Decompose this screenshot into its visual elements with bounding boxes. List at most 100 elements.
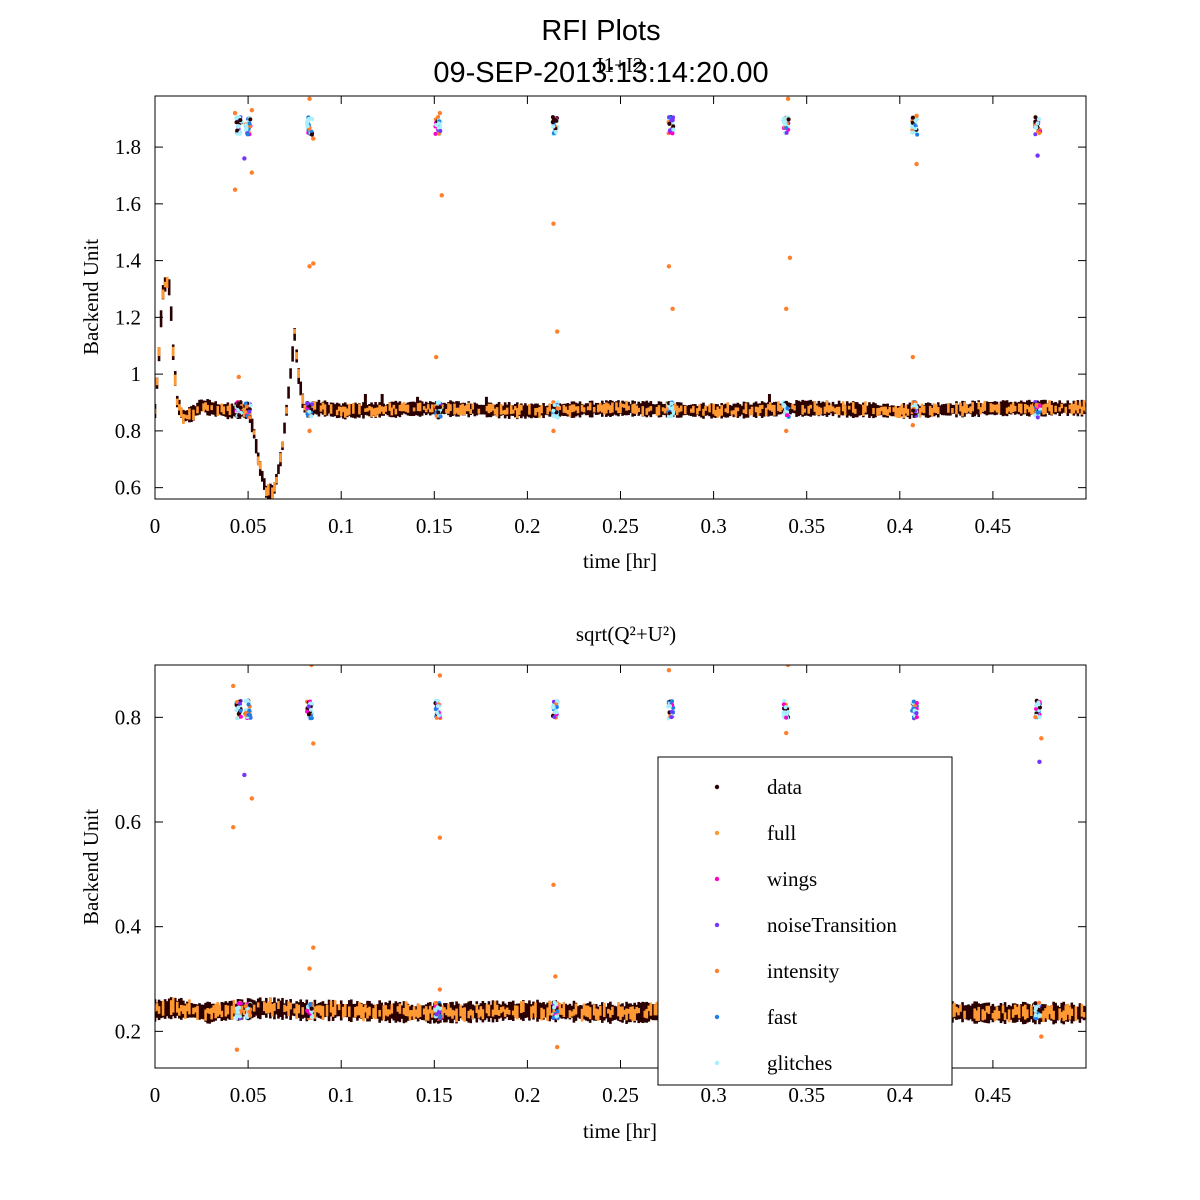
plot-panel-intensity: 0 0.05 0.1 0.15 0.2 0.25 0.3 0.35 0.4 0.45 0.6 0.8 1…: [79, 95, 1087, 573]
flag-point: [1033, 132, 1038, 137]
x-tick-label: 0.3: [700, 1083, 726, 1107]
outlier-point: [554, 329, 560, 334]
panel1-axes-frame: [154, 95, 1087, 500]
flag-point: [308, 707, 313, 712]
flag-point: [243, 699, 248, 704]
flag-point: [669, 118, 674, 123]
x-tick-label: 0.2: [514, 1083, 540, 1107]
flag-point: [436, 121, 441, 126]
outlier-point: [311, 945, 316, 950]
flag-point: [1034, 706, 1039, 711]
flag-point: [237, 413, 242, 418]
flag-point: [234, 116, 239, 121]
flag-point: [306, 712, 311, 717]
flag-point: [669, 401, 674, 406]
flag-point: [248, 117, 253, 122]
flag-point: [1035, 121, 1040, 126]
legend-marker-fast: [714, 1014, 720, 1020]
outlier-point: [249, 170, 255, 175]
y-tick-label: 1.4: [115, 249, 142, 273]
flag-point: [248, 1002, 253, 1007]
flag-point: [309, 1006, 314, 1011]
flag-point: [248, 403, 253, 408]
x-tick-label: 0.1: [328, 1083, 354, 1107]
flag-point: [436, 125, 441, 130]
outlier-point: [666, 668, 672, 673]
flag-point: [305, 1008, 310, 1013]
flag-point: [310, 1015, 315, 1020]
flag-point: [237, 1014, 242, 1019]
flag-point: [435, 405, 440, 410]
outlier-point: [242, 156, 247, 161]
outlier-point: [553, 974, 558, 979]
flag-point: [783, 122, 788, 127]
x-tick-label: 0.15: [416, 1083, 453, 1107]
outlier-point: [439, 193, 444, 198]
legend-label-glitches: glitches: [767, 1051, 832, 1075]
outlier-point: [551, 221, 556, 226]
flag-point: [438, 1015, 443, 1020]
outlier-point: [231, 825, 236, 830]
series-outliers: [232, 96, 1040, 434]
legend-label-fast: fast: [767, 1005, 797, 1029]
flag-point: [305, 124, 310, 129]
flag-point: [236, 1001, 241, 1006]
legend-marker-data: [714, 784, 720, 790]
outlier-point: [785, 665, 791, 668]
outlier-point: [666, 264, 672, 269]
panel2-x-axis-label: time [hr]: [583, 1119, 657, 1143]
flag-point: [238, 708, 243, 713]
panel1-marks: [155, 96, 1086, 499]
x-tick-label: 0.45: [975, 514, 1012, 538]
flag-point: [236, 124, 241, 129]
flag-point: [550, 115, 555, 120]
flag-point: [555, 406, 560, 411]
flag-point: [667, 121, 672, 126]
flag-point: [310, 116, 315, 121]
flag-point: [237, 701, 242, 706]
flag-point: [246, 712, 251, 717]
flag-point: [309, 132, 314, 137]
flag-point: [782, 698, 787, 703]
flag-point: [305, 118, 310, 123]
outlier-point: [249, 796, 255, 801]
x-tick-label: 0.45: [975, 1083, 1012, 1107]
outlier-point: [232, 110, 238, 116]
flag-point: [1037, 130, 1042, 135]
series-calibration-flags: [234, 114, 1043, 420]
outlier-point: [784, 730, 789, 736]
flag-point: [1037, 715, 1042, 720]
flag-point: [234, 1006, 239, 1011]
outlier-point: [311, 741, 316, 746]
flag-point: [247, 1009, 252, 1014]
flag-point: [245, 132, 250, 137]
legend-label-wings: wings: [767, 867, 817, 891]
flag-point: [1035, 415, 1040, 420]
flag-point: [913, 118, 918, 123]
flag-point: [247, 708, 252, 713]
flag-point: [671, 124, 676, 129]
outlier-point: [554, 1044, 560, 1050]
flag-point: [667, 704, 672, 709]
flag-point: [911, 408, 916, 413]
panel2-title: sqrt(Q²+U²): [576, 622, 676, 646]
flag-point: [235, 128, 240, 133]
flag-point: [670, 406, 675, 411]
outlier-point: [307, 96, 312, 102]
flag-point: [236, 1010, 241, 1015]
y-tick-label: 1.2: [115, 305, 141, 329]
flag-point: [436, 1010, 441, 1015]
legend-box: [657, 756, 953, 1086]
flag-point: [784, 126, 789, 131]
flag-point: [243, 1004, 248, 1009]
flag-point: [238, 130, 243, 135]
flag-point: [910, 115, 915, 120]
outlier-point: [311, 261, 316, 266]
legend-marker-wings: [714, 876, 720, 882]
x-tick-label: 0.35: [788, 514, 825, 538]
panel1-title: I1+I2: [597, 53, 644, 77]
flag-point: [1035, 410, 1040, 415]
panel1-ticks: 0 0.05 0.1 0.15 0.2 0.25 0.3 0.35 0.4 0.45 0.6 0.8 1…: [115, 96, 1086, 538]
flag-point: [306, 704, 311, 709]
flag-point: [786, 709, 791, 714]
